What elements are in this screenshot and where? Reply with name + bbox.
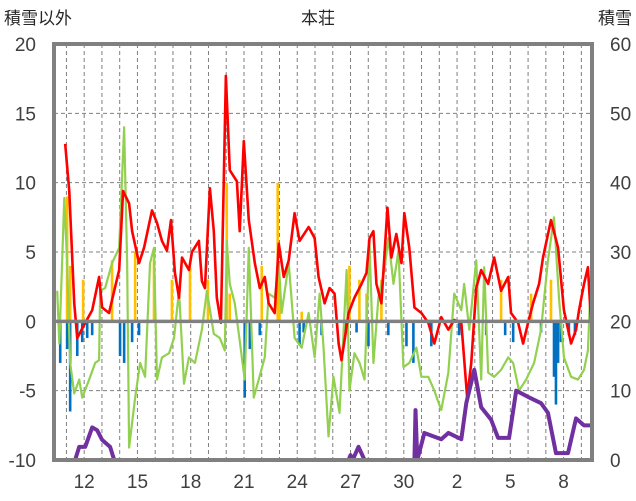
left-tick-label: 5 — [25, 243, 36, 264]
orange-bar — [499, 279, 503, 322]
left-tick-label: -5 — [19, 382, 36, 403]
blue-bar — [118, 321, 122, 356]
x-tick-label: 15 — [127, 472, 148, 493]
plot-frame — [52, 42, 594, 462]
blue-bar — [367, 321, 370, 347]
orange-bar — [133, 252, 137, 322]
blue-bar — [137, 321, 141, 336]
orange-bar — [110, 260, 114, 322]
series-lines — [54, 74, 593, 462]
blue-bar — [355, 321, 358, 333]
x-tick-label: 27 — [340, 472, 361, 493]
orange-bar — [300, 311, 303, 322]
right-axis-title: 積雪 — [598, 9, 632, 29]
right-tick-label: 40 — [610, 174, 631, 195]
right-tick-label: 60 — [610, 35, 631, 56]
right-tick-label: 30 — [610, 243, 631, 264]
orange-bar — [358, 279, 361, 322]
blue-bar — [511, 321, 515, 343]
blue-bar — [65, 321, 69, 350]
orange-bar — [348, 265, 351, 322]
orange-bar — [260, 265, 264, 322]
left-tick-label: 10 — [15, 174, 36, 195]
orange-bar — [278, 279, 281, 322]
blue-bar — [258, 321, 262, 336]
chart-title: 本荘 — [301, 9, 335, 29]
orange-bar — [68, 265, 72, 322]
orange-bar — [228, 293, 232, 322]
orange-bar — [81, 279, 85, 322]
blue-bar — [412, 321, 415, 363]
blue-bar — [387, 321, 390, 336]
blue-bar — [552, 321, 556, 377]
bars — [58, 182, 577, 412]
blue-bar — [90, 321, 94, 336]
x-tick-label: 24 — [287, 472, 309, 493]
blue-bar — [302, 321, 305, 333]
x-tick-label: 30 — [393, 472, 414, 493]
x-tick-label: 18 — [180, 472, 201, 493]
blue-bar — [80, 321, 84, 343]
x-tick-label: 5 — [505, 472, 516, 493]
green-line — [56, 126, 593, 449]
x-tick-label: 12 — [74, 472, 95, 493]
blue-bar — [85, 321, 89, 338]
right-tick-label: 10 — [610, 382, 631, 403]
right-tick-label: 0 — [610, 451, 621, 472]
blue-bar — [130, 321, 134, 343]
orange-bar — [549, 279, 553, 322]
blue-bar — [248, 321, 252, 350]
blue-bar — [122, 321, 126, 363]
left-tick-label: 15 — [15, 104, 36, 125]
blue-bar — [457, 321, 461, 336]
red-line — [63, 74, 593, 399]
right-tick-label: 20 — [610, 312, 631, 333]
purple-snow-depth — [54, 367, 592, 462]
blue-bar — [556, 321, 560, 363]
orange-bar — [188, 265, 192, 322]
blue-bar — [405, 321, 408, 347]
blue-bar — [298, 321, 301, 345]
left-axis-title: 積雪以外 — [4, 9, 72, 29]
x-tick-label: 21 — [233, 472, 254, 493]
right-tick-label: 50 — [610, 104, 631, 125]
orange-bar — [170, 279, 174, 322]
blue-bar — [554, 321, 558, 405]
x-tick-label: 2 — [452, 472, 463, 493]
tick-labels: -10 -5 0 5 10 15 20 0 10 20 30 40 50 60 12 15 18 21 24 27 30… — [9, 35, 632, 493]
left-tick-label: 0 — [25, 312, 36, 333]
left-tick-label: -10 — [9, 451, 36, 472]
blue-bar — [503, 321, 507, 336]
x-tick-label: 8 — [558, 472, 569, 493]
left-tick-label: 20 — [15, 35, 36, 56]
